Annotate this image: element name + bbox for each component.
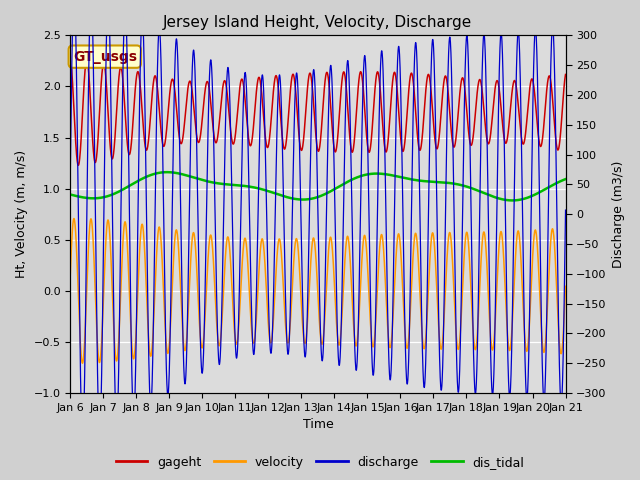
X-axis label: Time: Time bbox=[303, 419, 333, 432]
Title: Jersey Island Height, Velocity, Discharge: Jersey Island Height, Velocity, Discharg… bbox=[163, 15, 472, 30]
Y-axis label: Discharge (m3/s): Discharge (m3/s) bbox=[612, 160, 625, 268]
Y-axis label: Ht, Velocity (m, m/s): Ht, Velocity (m, m/s) bbox=[15, 150, 28, 278]
Legend: gageht, velocity, discharge, dis_tidal: gageht, velocity, discharge, dis_tidal bbox=[111, 451, 529, 474]
Text: GT_usgs: GT_usgs bbox=[73, 49, 137, 64]
